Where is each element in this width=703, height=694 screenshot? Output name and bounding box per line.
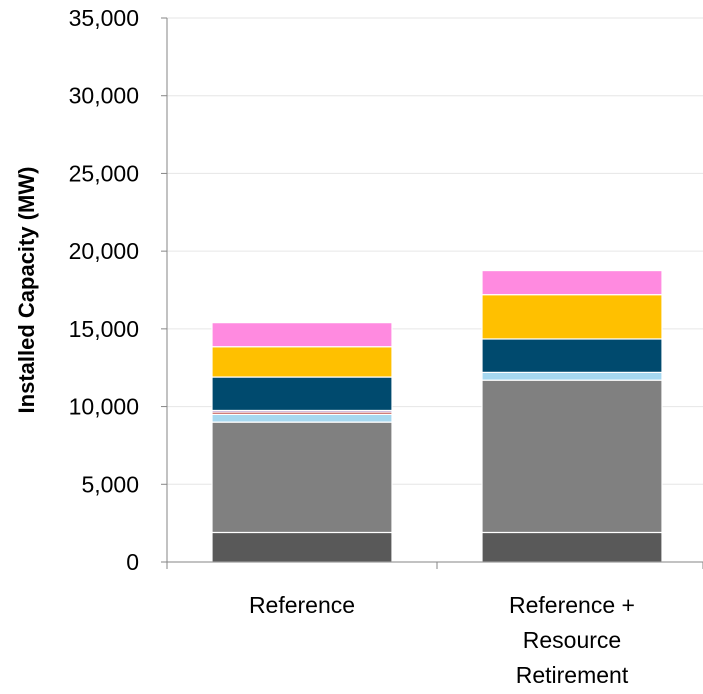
bar-segment [211, 413, 393, 423]
y-tick-label: 5,000 [81, 471, 139, 497]
y-tick-label: 0 [126, 549, 139, 575]
category-label: Resource [523, 627, 621, 653]
bar-segment [211, 322, 393, 348]
y-tick-label: 35,000 [69, 5, 139, 31]
bar-segment [481, 338, 663, 373]
y-tick-labels: 0 5,000 10,000 15,000 20,000 25,000 30,000 35,0… [69, 5, 167, 575]
bar-segment [481, 531, 663, 563]
bar-segment [211, 531, 393, 563]
category-label: Reference [249, 592, 355, 618]
bar-segment [211, 346, 393, 378]
y-tick-label: 25,000 [69, 160, 139, 186]
bar-segment [481, 269, 663, 296]
bars [211, 269, 663, 563]
bar-segment [211, 376, 393, 412]
y-tick-label: 15,000 [69, 316, 139, 342]
y-tick-label: 30,000 [69, 83, 139, 109]
category-label: Retirement [516, 662, 629, 688]
bar-stack [211, 322, 393, 563]
category-label: Reference + [509, 592, 635, 618]
x-category-labels: Reference Reference + Resource Retirement [166, 562, 703, 688]
y-tick-label: 10,000 [69, 394, 139, 420]
bar-stack [481, 269, 663, 563]
y-tick-label: 20,000 [69, 238, 139, 264]
y-axis-title: Installed Capacity (MW) [14, 167, 39, 414]
bar-segment [481, 379, 663, 534]
bar-segment [211, 421, 393, 534]
bar-segment [481, 294, 663, 340]
bar-segment [481, 371, 663, 381]
